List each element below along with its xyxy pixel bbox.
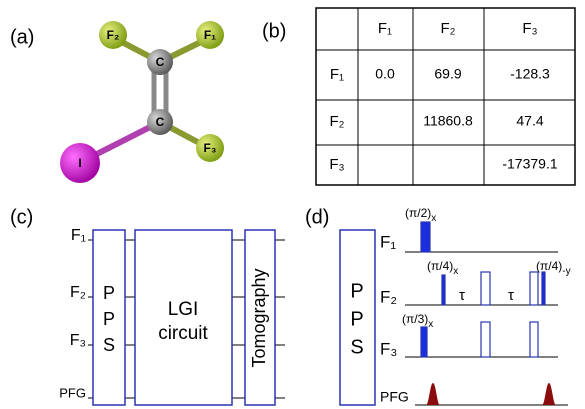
panel-label: (b)	[262, 20, 286, 42]
channel-label: F₂	[380, 287, 397, 306]
atom-label: C	[156, 55, 165, 69]
pulse-angle: (π/4)	[536, 259, 562, 273]
pps-letter: P	[350, 308, 363, 330]
pulse-angle: (π/4)	[427, 259, 453, 273]
line-label: F₃	[70, 332, 86, 349]
delay-label: τ	[459, 287, 465, 304]
pulse-phase: x	[428, 319, 433, 330]
delay-label: τ	[508, 287, 514, 304]
table-cell: 0.0	[375, 66, 395, 82]
pulse	[442, 275, 445, 305]
bonds	[85, 40, 205, 160]
pulse-phase: x	[431, 213, 436, 224]
table-cell: 11860.8	[423, 113, 473, 129]
line-label: PFG	[59, 385, 86, 400]
gradient-pulse	[542, 383, 556, 405]
tomography-label: Tomography	[249, 268, 269, 367]
figure: (a) (b) (c) (d) F₂ F₁ C C F₃ I F₁ F₂ F₃ F₁ 0.0 69.9 -128…	[0, 0, 585, 409]
row-label: F₂	[330, 113, 345, 130]
pps-letter: S	[350, 336, 363, 358]
pulse	[530, 322, 538, 357]
table-cell: 69.9	[434, 66, 461, 82]
lgi-label: LGI	[168, 299, 199, 320]
line-label: F₂	[70, 284, 86, 301]
pulse-angle: (π/3)	[402, 312, 428, 326]
line-label: F₁	[71, 227, 86, 244]
gradient-pulse	[426, 383, 440, 405]
row-label: F₁	[330, 66, 344, 83]
pulse-phase: -y	[562, 266, 570, 277]
pps-letter: P	[350, 280, 363, 302]
atom-label: F₁	[204, 28, 216, 42]
pulse-angle: (π/2)	[405, 206, 431, 220]
lgi-label: circuit	[158, 323, 208, 344]
atom-label: F₂	[107, 28, 120, 42]
row-label: F₃	[329, 156, 344, 173]
table-cell: -17379.1	[502, 156, 557, 172]
atom-label: C	[156, 115, 165, 129]
pps-letter: P	[103, 309, 115, 329]
table-header: F₃	[522, 20, 537, 37]
pulse	[481, 322, 490, 357]
pulse-phase: x	[453, 266, 458, 277]
pulse-label: (π/2)x	[405, 206, 436, 223]
pulse-label: (π/4)x	[427, 259, 458, 276]
table-cell: -128.3	[510, 66, 550, 82]
atom-label: I	[78, 156, 81, 170]
pps-letter: P	[103, 283, 115, 303]
pulse-label: (π/3)x	[402, 312, 433, 329]
table-header: F₁	[378, 20, 392, 37]
table-header: F₂	[441, 20, 456, 37]
channel-label: F₁	[380, 232, 396, 251]
pulse-label: (π/4)-y	[536, 259, 571, 276]
channel-label: PFG	[380, 389, 409, 405]
pulse	[481, 272, 490, 305]
panel-label: (c)	[10, 206, 33, 228]
pulse	[530, 272, 538, 305]
pulse	[421, 222, 430, 252]
panel-label: (d)	[305, 206, 329, 228]
pps-letter: S	[103, 335, 115, 355]
pulse	[542, 272, 545, 305]
pulse	[421, 327, 427, 357]
atom-label: F₃	[204, 141, 217, 155]
channel-label: F₃	[380, 339, 397, 358]
table-cell: 47.4	[516, 113, 543, 129]
panel-label: (a)	[10, 26, 34, 48]
